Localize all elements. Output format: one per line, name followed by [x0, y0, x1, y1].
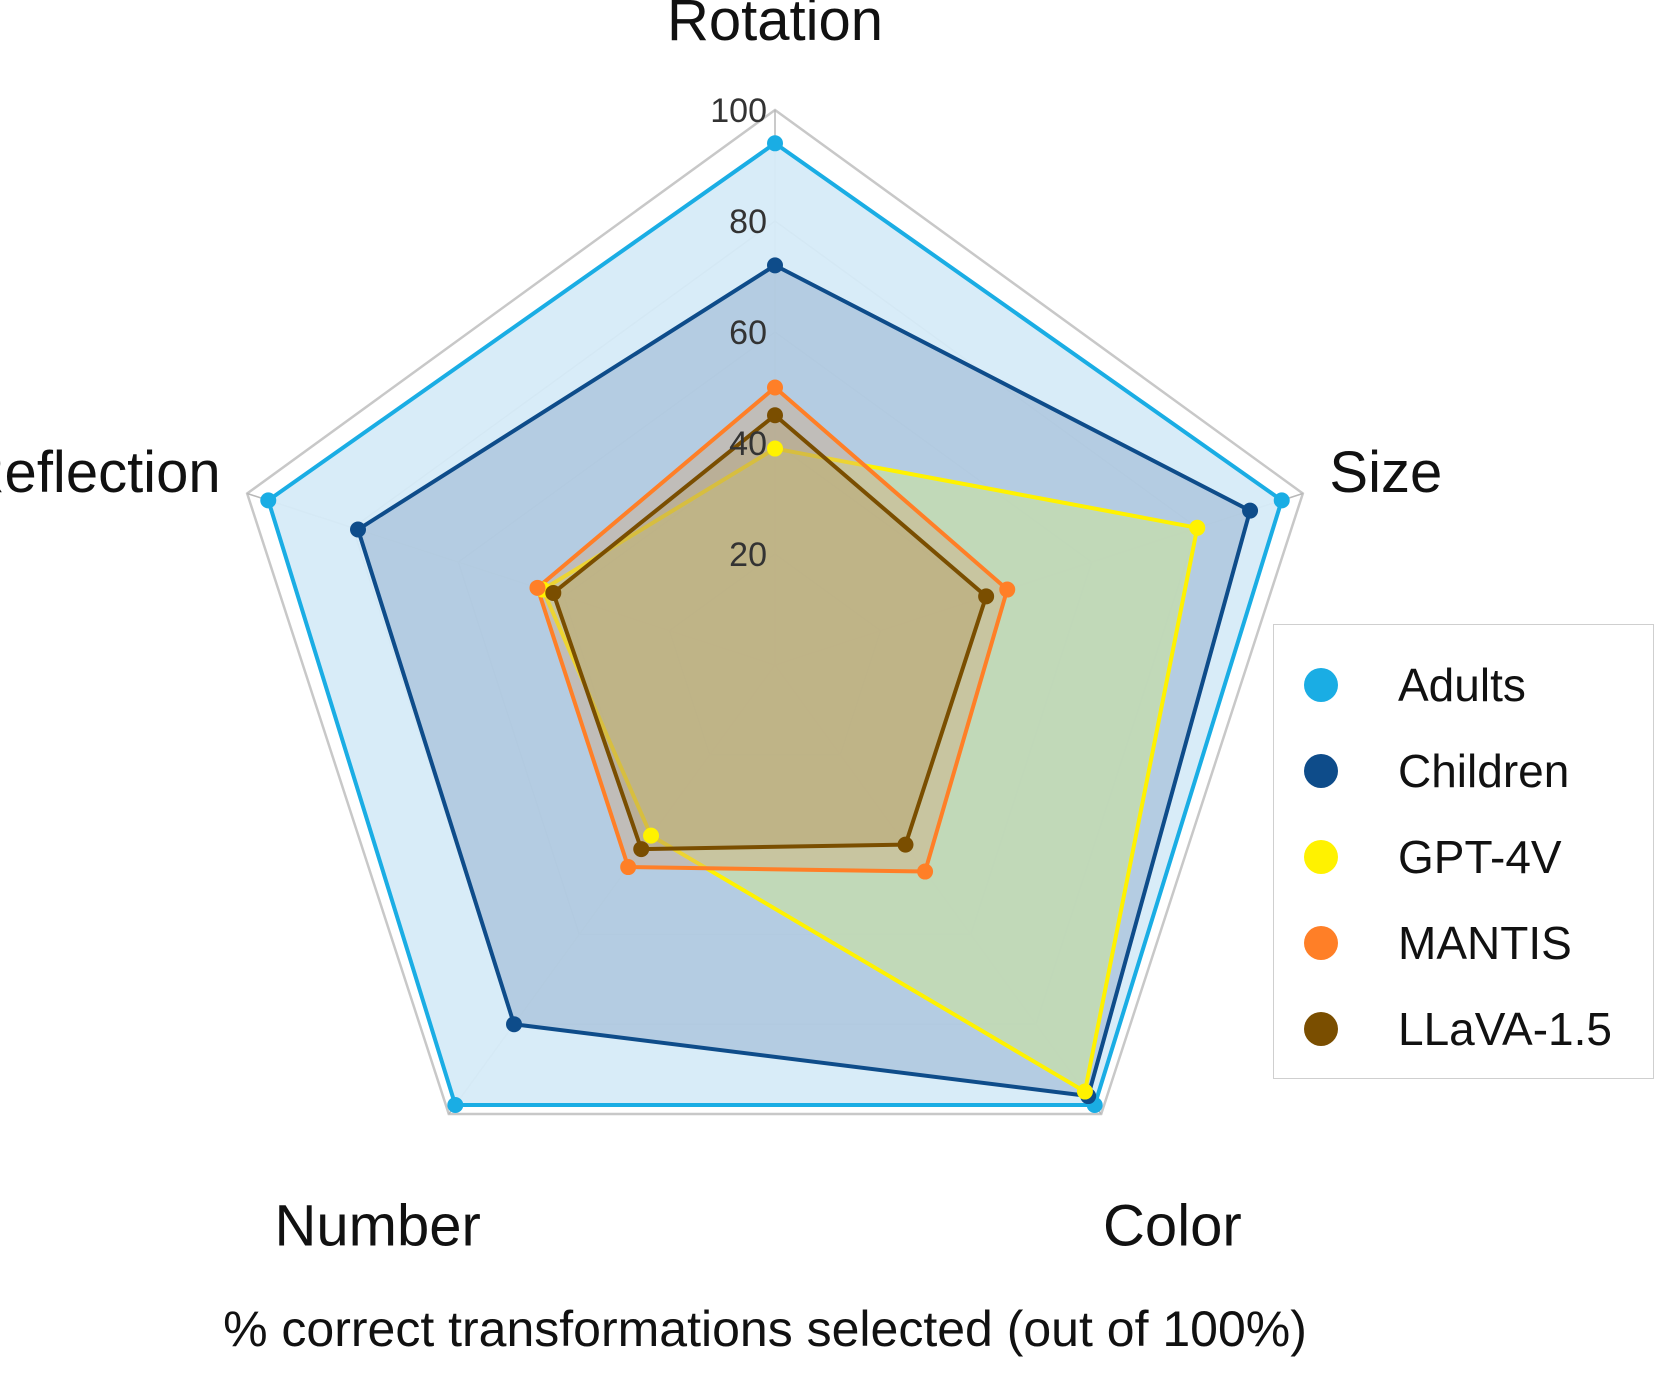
tick-label: 20 — [729, 536, 767, 574]
radar-axis-labels: Rotation Size Color Number Reflection — [0, 0, 1442, 1259]
axis-label-color: Color — [1103, 1194, 1242, 1259]
data-point-mantis — [917, 863, 934, 880]
data-point-llava-1-5 — [767, 407, 783, 424]
data-point-gpt-4v — [767, 440, 783, 457]
data-point-adults — [1273, 492, 1290, 509]
legend-swatch — [1304, 1012, 1338, 1046]
chart-caption: % correct transformations selected (out … — [223, 1301, 1307, 1357]
data-point-mantis — [620, 859, 637, 876]
legend-swatch — [1304, 926, 1338, 960]
data-point-children — [506, 1016, 523, 1033]
radar-series — [260, 135, 1290, 1114]
data-point-gpt-4v — [1189, 519, 1206, 536]
legend-swatch — [1304, 668, 1338, 702]
data-point-llava-1-5 — [545, 584, 562, 601]
axis-label-rotation: Rotation — [667, 0, 883, 53]
data-point-llava-1-5 — [633, 841, 650, 858]
radar-tick-labels: 20 40 60 80 100 — [710, 92, 767, 574]
legend-item-adults: Adults — [1304, 655, 1526, 715]
data-point-adults — [260, 492, 277, 509]
legend-label: Adults — [1398, 659, 1526, 711]
legend-item-mantis: MANTIS — [1304, 913, 1572, 973]
legend-swatch — [1304, 840, 1338, 874]
series-polygon-gpt-4v — [540, 446, 1200, 1094]
data-point-mantis — [767, 379, 783, 396]
tick-label: 80 — [729, 203, 767, 241]
legend-swatch — [1304, 754, 1338, 788]
data-point-mantis — [999, 581, 1016, 598]
data-point-llava-1-5 — [897, 836, 914, 853]
data-point-gpt-4v — [1076, 1083, 1093, 1100]
tick-label: 40 — [729, 425, 767, 463]
axis-label-size: Size — [1329, 440, 1442, 505]
axis-label-reflection: Reflection — [0, 440, 221, 505]
axis-label-number: Number — [274, 1194, 480, 1259]
series-polygon-mantis — [535, 385, 1010, 874]
tick-label: 100 — [710, 92, 767, 130]
legend-label: GPT-4V — [1398, 831, 1562, 883]
data-point-children — [1242, 502, 1259, 519]
data-point-adults — [447, 1097, 464, 1114]
legend-label: MANTIS — [1398, 917, 1572, 969]
legend: Adults Children GPT-4V MANTIS LLaVA-1.5 — [1273, 624, 1654, 1079]
legend-item-children: Children — [1304, 741, 1569, 801]
legend-label: LLaVA-1.5 — [1398, 1003, 1612, 1055]
grid-ring-100 — [245, 108, 1305, 1116]
legend-label: Children — [1398, 745, 1570, 797]
data-point-children — [767, 257, 783, 274]
data-point-mantis — [529, 579, 546, 596]
tick-label: 60 — [729, 314, 767, 352]
legend-item-llava: LLaVA-1.5 — [1304, 999, 1612, 1059]
series-polygon-llava-1-5 — [551, 413, 989, 852]
legend-item-gpt-4v: GPT-4V — [1304, 827, 1562, 887]
data-point-gpt-4v — [643, 827, 660, 844]
data-point-adults — [767, 135, 783, 152]
data-point-children — [350, 521, 367, 538]
data-point-llava-1-5 — [978, 588, 995, 605]
